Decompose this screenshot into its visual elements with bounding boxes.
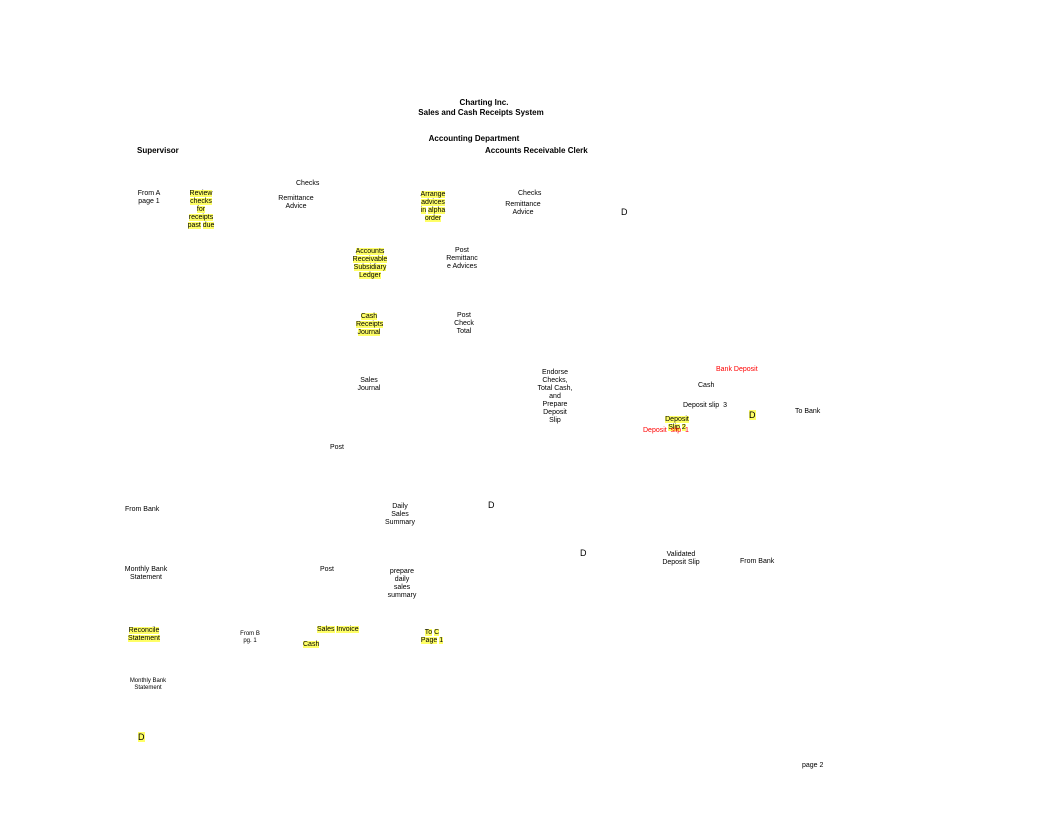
label-d3: D <box>488 500 500 510</box>
label-endorse: Endorse Checks, Total Cash, and Prepare … <box>536 369 574 425</box>
label-page2: page 2 <box>802 762 842 770</box>
label-deposit-slip3: Deposit slip 3 <box>683 402 733 410</box>
label-to-c-page1: To C Page 1 <box>417 629 447 645</box>
label-from-b-pg1: From B pg. 1 <box>238 631 262 645</box>
label-from-a-page1: From A page 1 <box>129 190 169 206</box>
label-post-check-total: Post Check Total <box>452 312 476 336</box>
label-company: Charting Inc. <box>434 98 534 107</box>
label-department: Accounting Department <box>414 134 534 143</box>
label-checks-top-right: Checks <box>518 190 558 198</box>
label-d2: D <box>749 410 761 420</box>
label-cash2: Cash <box>303 641 333 649</box>
label-to-bank: To Bank <box>795 408 835 416</box>
label-prepare-daily: prepare daily sales summary <box>387 568 417 600</box>
label-remittance-advice: Remittance Advice <box>276 195 316 211</box>
label-cash-receipts-journal: Cash Receipts Journal <box>356 313 382 337</box>
diagram-stage: Charting Inc.Sales and Cash Receipts Sys… <box>0 0 1062 822</box>
label-checks-top-left: Checks <box>296 180 336 188</box>
label-deposit-slip1: Deposit slip 1 <box>643 427 693 435</box>
label-reconcile: Reconcile Statement <box>127 627 161 643</box>
label-col-ar-clerk: Accounts Receivable Clerk <box>485 146 645 155</box>
label-sales-invoice: Sales Invoice <box>317 626 377 634</box>
label-ar-sub-ledger: Accounts Receivable Subsidiary Ledger <box>350 248 390 280</box>
label-arrange-advices: Arrange advices in alpha order <box>418 191 448 223</box>
label-post2: Post <box>320 566 350 574</box>
label-d1: D <box>621 207 633 217</box>
label-monthly-bank-statement: Monthly Bank Statement <box>121 566 171 582</box>
label-system: Sales and Cash Receipts System <box>391 108 571 117</box>
label-bank-deposit: Bank Deposit <box>716 366 776 374</box>
label-cash: Cash <box>698 382 728 390</box>
label-d4: D <box>580 548 592 558</box>
label-review-checks: Review checks for receipts past due <box>186 190 216 230</box>
label-post1: Post <box>330 444 360 452</box>
label-monthly-bank-statement2: Monthly Bank Statement <box>123 678 173 692</box>
label-daily-sales-summary: Daily Sales Summary <box>385 503 415 527</box>
label-validated-deposit: Validated Deposit Slip <box>656 551 706 567</box>
label-sales-journal: Sales Journal <box>357 377 381 393</box>
label-from-bank2: From Bank <box>740 558 790 566</box>
label-col-supervisor: Supervisor <box>137 146 217 155</box>
label-from-bank1: From Bank <box>125 506 175 514</box>
label-remittance-advice2: Remittance Advice <box>503 201 543 217</box>
label-d5: D <box>138 732 150 742</box>
label-post-remit: Post Remittanc e Advices <box>446 247 478 271</box>
